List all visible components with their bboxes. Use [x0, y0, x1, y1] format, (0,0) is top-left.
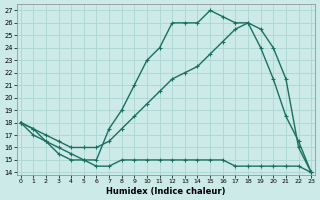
X-axis label: Humidex (Indice chaleur): Humidex (Indice chaleur): [106, 187, 226, 196]
